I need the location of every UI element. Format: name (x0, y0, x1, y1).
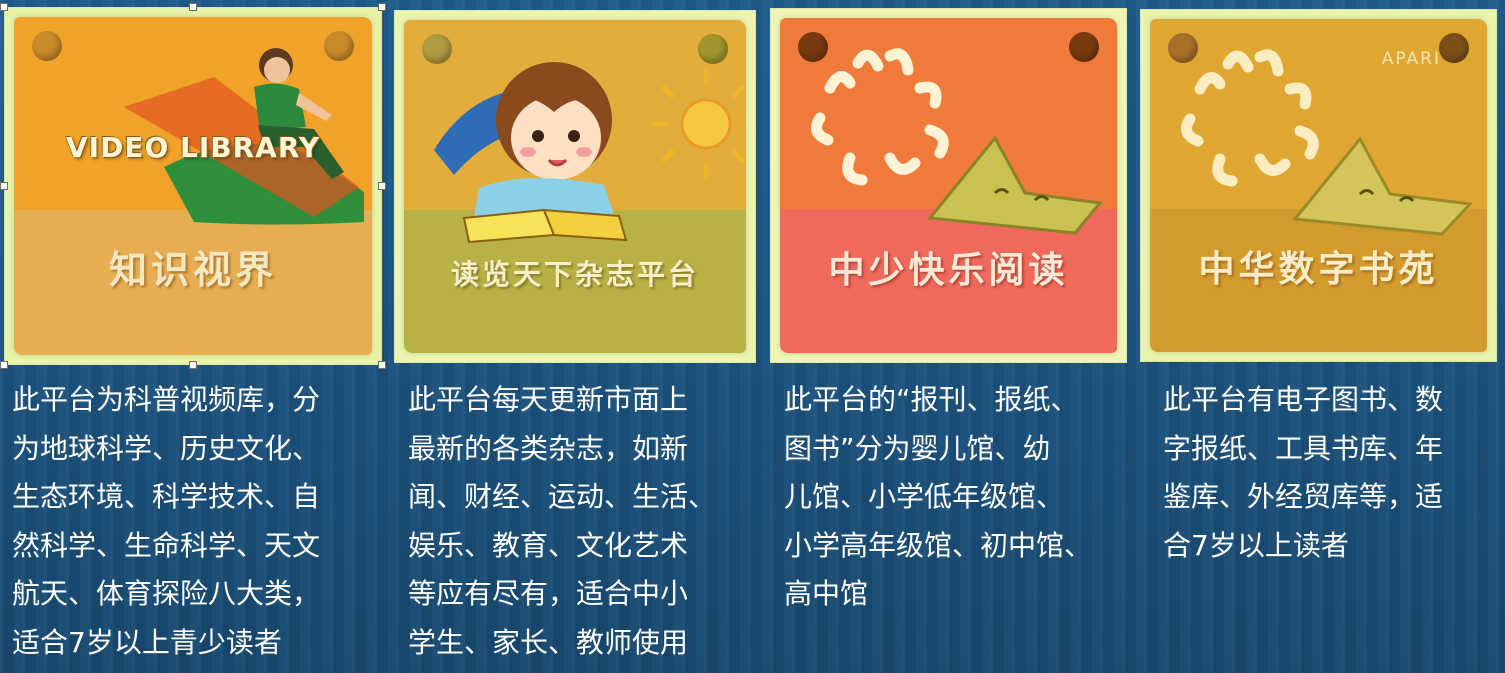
apari-watermark: APARI (1381, 49, 1441, 69)
card-paper: APARI 中华数字书苑 (1150, 19, 1487, 352)
digital-library-illustration (1180, 49, 1474, 236)
pin-icon (698, 34, 728, 64)
card-title: 读览天下杂志平台 (450, 258, 699, 292)
video-library-banner: VIDEO LIBRARY (66, 131, 321, 164)
pin-icon (798, 32, 828, 62)
sunburst-icon (810, 48, 949, 186)
digital-library-description: 此平台有电子图书、数 字报纸、工具书库、年 鉴库、外经贸库等，适 合7岁以上读者 (1163, 383, 1444, 562)
pin-icon (1439, 33, 1469, 63)
book-icon (462, 208, 628, 244)
happy-reading-description: 此平台的“报刊、报纸、 图书”分为婴儿馆、幼 儿馆、小学低年级馆、 小学高年级馆… (784, 383, 1093, 610)
magazine-platform-card[interactable]: 读览天下杂志平台 (394, 10, 756, 363)
resize-handle[interactable] (0, 361, 8, 369)
happy-reading-illustration (810, 48, 1103, 235)
magazine-illustration (434, 62, 745, 244)
card-top (1150, 19, 1487, 209)
happy-reading-card[interactable]: 中少快乐阅读 (770, 8, 1127, 363)
resize-handle[interactable] (0, 3, 8, 11)
resize-handle[interactable] (0, 182, 8, 190)
child-icon (434, 62, 614, 218)
pin-icon (32, 31, 62, 61)
card-paper: 中少快乐阅读 (780, 18, 1117, 353)
card-paper: 读览天下杂志平台 (404, 20, 746, 353)
resize-handle[interactable] (189, 361, 197, 369)
child-icon (254, 48, 344, 179)
resize-handle[interactable] (378, 361, 386, 369)
resize-handle[interactable] (189, 3, 197, 11)
card-paper: VIDEO LIBRARY 知识视界 (14, 17, 372, 355)
card-title: 知识视界 (108, 248, 277, 293)
digital-library-card[interactable]: APARI 中华数字书苑 (1140, 9, 1497, 362)
card-top (780, 18, 1117, 209)
video-library-description: 此平台为科普视频库，分 为地球科学、历史文化、 生态环境、科学技术、自 然科学、… (12, 383, 321, 659)
pin-icon (422, 34, 452, 64)
pin-icon (1168, 33, 1198, 63)
card-title: 中华数字书苑 (1198, 249, 1439, 291)
card-bottom (14, 209, 372, 355)
pin-icon (1069, 32, 1099, 62)
star-icon (1292, 136, 1474, 236)
resize-handle[interactable] (378, 182, 386, 190)
star-icon (927, 135, 1103, 235)
magazine-platform-description: 此平台每天更新市面上 最新的各类杂志，如新 闻、财经、运动、生活、 娱乐、教育、… (408, 383, 717, 659)
pin-icon (324, 31, 354, 61)
resize-handle[interactable] (378, 3, 386, 11)
card-title: 中少快乐阅读 (828, 249, 1069, 291)
video-library-card[interactable]: VIDEO LIBRARY 知识视界 (0, 3, 386, 369)
sunburst-icon (1180, 49, 1319, 187)
sun-icon (651, 69, 745, 179)
video-library-illustration (124, 48, 364, 225)
